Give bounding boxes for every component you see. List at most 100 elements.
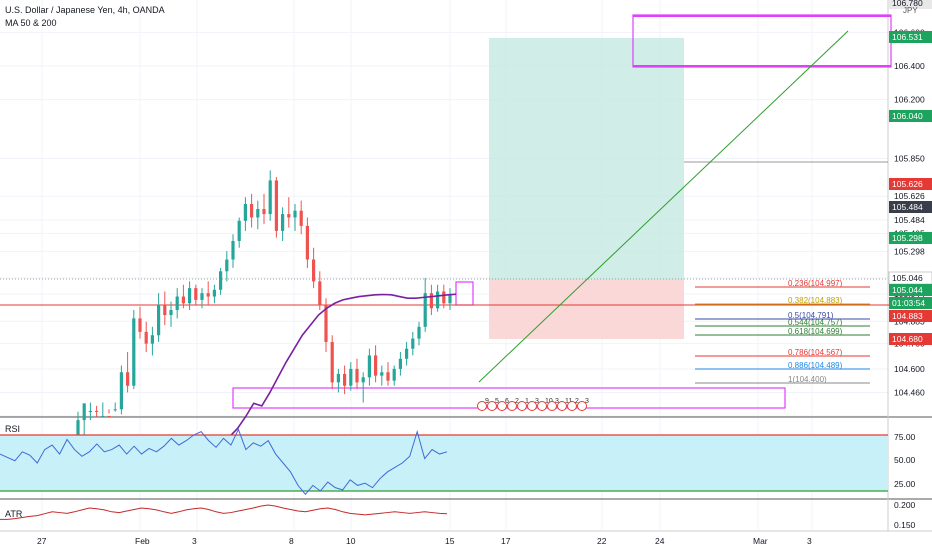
candle-body (250, 203, 254, 218)
candle-body (324, 304, 328, 342)
time-tick: 15 (445, 536, 455, 546)
rsi-tick: 25.00 (894, 479, 916, 489)
candle-body (188, 288, 192, 304)
currency-label: JPY (903, 6, 918, 15)
event-count: 3 (555, 398, 559, 405)
atr-tick: 0.150 (894, 520, 916, 530)
price-label: 106.040 (892, 111, 923, 121)
event-count: 6 (505, 398, 509, 405)
candle-body (126, 372, 130, 386)
time-tick: Mar (753, 536, 768, 546)
price-label: 105.046 (892, 273, 923, 283)
candle-body (442, 291, 446, 304)
fib-level-label: 1(104.400) (788, 375, 827, 384)
rsi-tick: 75.00 (894, 432, 916, 442)
event-marker (487, 401, 497, 411)
candle-body (380, 372, 384, 376)
candle-body (330, 341, 334, 383)
trend-line (478, 30, 849, 383)
candle-body (113, 409, 117, 411)
price-label-box (889, 31, 932, 43)
candle-body (200, 293, 204, 300)
candle-body (343, 373, 347, 386)
event-count: 3 (535, 398, 539, 405)
candle-body (312, 259, 316, 282)
rsi-line (0, 428, 448, 496)
candle-body (107, 416, 111, 418)
candle-body (82, 403, 86, 421)
candle-body (448, 294, 452, 304)
candle-body (132, 318, 136, 386)
rsi-tick: 50.00 (894, 455, 916, 465)
atr-pane-label: ATR (5, 509, 23, 519)
event-marker (507, 401, 517, 411)
candle-body (119, 372, 123, 410)
time-tick: Feb (135, 536, 150, 546)
candle-body (336, 373, 340, 383)
price-label-box (889, 232, 932, 244)
candle-body (237, 220, 241, 242)
price-label: 106.780 (892, 0, 923, 8)
price-label: 105.298 (892, 233, 923, 243)
stop-zone (489, 279, 684, 339)
event-count: 2 (515, 398, 519, 405)
event-count: 10 (545, 398, 553, 405)
candle-body (194, 288, 198, 300)
fib-level-label: 0.382(104.883) (788, 296, 843, 305)
candle-body (436, 291, 440, 309)
price-label-box (889, 284, 932, 296)
price-tick: 105.850 (894, 154, 925, 164)
candle-body (76, 420, 80, 437)
price-label: 01:03:54 (892, 298, 925, 308)
candle-body (169, 309, 173, 316)
candle-body (355, 368, 359, 383)
event-marker (547, 401, 557, 411)
fib-level-label: 0.786(104.567) (788, 348, 843, 357)
candle-body (405, 348, 409, 359)
event-marker (517, 401, 527, 411)
event-marker (537, 401, 547, 411)
event-count: 2 (575, 398, 579, 405)
price-tick: 104.600 (894, 364, 925, 374)
candle-body (181, 296, 185, 304)
fib-level-label: 0.886(104.489) (788, 361, 843, 370)
price-label: 105.626 (892, 179, 923, 189)
price-tick: 106.400 (894, 61, 925, 71)
event-marker (527, 401, 537, 411)
price-label-box (889, 333, 932, 345)
candle-body (293, 210, 297, 218)
chart-title: U.S. Dollar / Japanese Yen, 4h, OANDA (5, 5, 165, 15)
event-marker (477, 401, 487, 411)
candle-body (157, 304, 161, 336)
candle-body (256, 209, 260, 218)
time-tick: 24 (655, 536, 665, 546)
time-tick: 10 (346, 536, 356, 546)
time-tick: 3 (192, 536, 197, 546)
price-label: 105.044 (892, 285, 923, 295)
candle-body (88, 410, 92, 412)
rsi-pane-label: RSI (5, 424, 21, 434)
candles (76, 170, 452, 454)
candle-body (287, 214, 291, 218)
candle-body (101, 416, 105, 418)
candle-body (429, 293, 433, 309)
price-tick: 106.200 (894, 95, 925, 105)
candle-body (150, 335, 154, 344)
candle-body (417, 326, 421, 339)
candle-body (305, 225, 309, 260)
price-tick: 104.460 (894, 387, 925, 397)
candle-body (144, 331, 148, 344)
candle-body (243, 203, 247, 221)
candle-body (262, 209, 266, 215)
time-tick: 17 (501, 536, 511, 546)
event-count: 3 (585, 398, 589, 405)
indicator-label: MA 50 & 200 (5, 18, 57, 28)
candle-body (274, 180, 278, 231)
time-tick: 3 (807, 536, 812, 546)
candle-body (318, 281, 322, 305)
time-tick: 8 (289, 536, 294, 546)
candle-body (361, 377, 365, 383)
price-label-box (889, 297, 932, 309)
candle-body (411, 338, 415, 349)
